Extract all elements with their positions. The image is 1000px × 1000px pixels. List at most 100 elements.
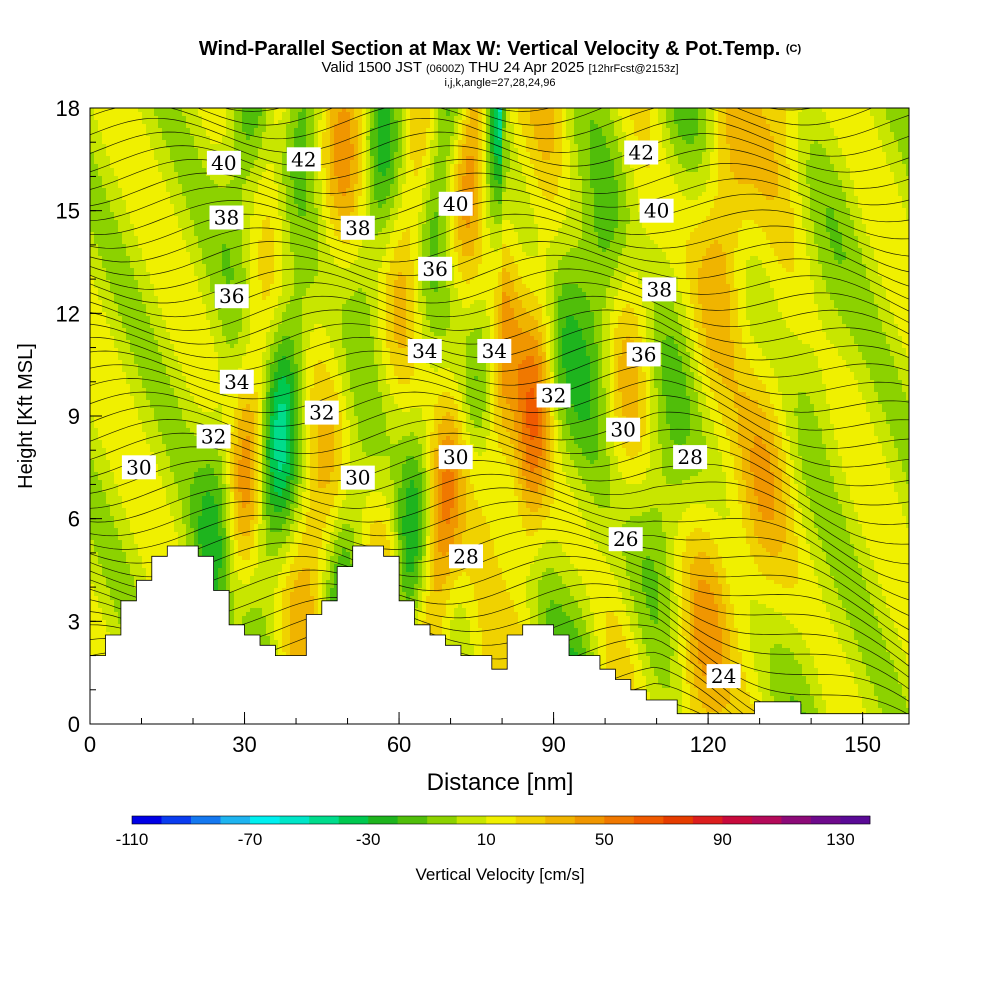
colorbar: -110 -70 -30 10 50 90 130 [116, 816, 871, 849]
theta-label-text: 30 [610, 418, 635, 442]
theta-label: 30 [341, 466, 375, 490]
theta-label-text: 38 [214, 206, 239, 230]
theta-label-text: 30 [443, 445, 468, 469]
colorbar-swatch [575, 816, 605, 824]
theta-label: 38 [210, 206, 244, 230]
x-tick-label: 150 [844, 732, 881, 757]
theta-label-text: 38 [345, 216, 370, 240]
colorbar-tick-label: -110 [116, 830, 149, 849]
theta-label-text: 34 [412, 339, 437, 363]
theta-label-text: 40 [644, 199, 669, 223]
x-tick-label: 60 [387, 732, 411, 757]
colorbar-swatch [781, 816, 811, 824]
theta-label: 42 [287, 147, 321, 171]
theta-label-text: 30 [345, 466, 370, 490]
theta-label-text: 34 [482, 339, 507, 363]
colorbar-tick-label: 90 [713, 830, 732, 849]
theta-label: 38 [642, 277, 676, 301]
colorbar-swatch [516, 816, 546, 824]
colorbar-swatch [663, 816, 693, 824]
x-tick-label: 120 [690, 732, 727, 757]
colorbar-swatch [132, 816, 162, 824]
colorbar-swatch [250, 816, 280, 824]
x-tick-label: 0 [84, 732, 96, 757]
y-tick-label: 12 [56, 301, 80, 326]
theta-label: 24 [707, 664, 741, 688]
colorbar-swatch [280, 816, 310, 824]
theta-label: 32 [537, 384, 571, 408]
theta-label: 42 [624, 141, 658, 165]
theta-label: 34 [477, 339, 511, 363]
colorbar-swatch [811, 816, 841, 824]
colorbar-swatch [840, 816, 870, 824]
y-tick-label: 18 [56, 96, 80, 121]
colorbar-swatch [221, 816, 251, 824]
theta-label: 36 [627, 342, 661, 366]
theta-label-text: 36 [422, 257, 447, 281]
theta-label-text: 28 [677, 445, 702, 469]
colorbar-swatch [457, 816, 487, 824]
colorbar-swatch [486, 816, 516, 824]
colorbar-swatch [368, 816, 398, 824]
theta-label-text: 32 [201, 425, 226, 449]
y-tick-label: 6 [68, 507, 80, 532]
colorbar-swatch [545, 816, 575, 824]
theta-label-text: 36 [219, 284, 244, 308]
theta-label-text: 28 [453, 544, 478, 568]
colorbar-tick-label: 10 [477, 830, 496, 849]
theta-label-text: 40 [443, 192, 468, 216]
theta-label: 30 [606, 418, 640, 442]
colorbar-swatch [752, 816, 782, 824]
theta-label: 40 [207, 151, 241, 175]
theta-label: 28 [673, 445, 707, 469]
colorbar-swatch [191, 816, 221, 824]
colorbar-swatch [693, 816, 723, 824]
theta-label: 32 [197, 425, 231, 449]
theta-label: 26 [609, 527, 643, 551]
theta-label-text: 32 [309, 401, 334, 425]
colorbar-swatch [162, 816, 192, 824]
colorbar-swatch [634, 816, 664, 824]
theta-label-text: 42 [628, 141, 653, 165]
y-tick-label: 9 [68, 404, 80, 429]
theta-label: 30 [122, 455, 156, 479]
theta-label: 36 [418, 257, 452, 281]
theta-label: 30 [439, 445, 473, 469]
colorbar-tick-label: -70 [238, 830, 263, 849]
theta-label-text: 36 [631, 342, 656, 366]
theta-label-text: 32 [541, 384, 566, 408]
theta-label: 40 [439, 192, 473, 216]
colorbar-swatch [398, 816, 428, 824]
cross-section-chart: 40 423836343230383230403634 34302832424038… [0, 0, 1000, 1000]
y-tick-label: 0 [68, 712, 80, 737]
y-tick-label: 3 [68, 609, 80, 634]
theta-label: 34 [408, 339, 442, 363]
colorbar-swatch [309, 816, 339, 824]
theta-label: 40 [640, 199, 674, 223]
theta-label-text: 24 [711, 664, 736, 688]
colorbar-swatch [604, 816, 634, 824]
theta-label-text: 34 [224, 370, 249, 394]
colorbar-tick-label: 130 [826, 830, 854, 849]
theta-label: 34 [220, 370, 254, 394]
colorbar-tick-label: 50 [595, 830, 614, 849]
x-tick-label: 30 [232, 732, 256, 757]
colorbar-tick-label: -30 [356, 830, 381, 849]
theta-label: 36 [215, 284, 249, 308]
colorbar-label: Vertical Velocity [cm/s] [415, 865, 584, 884]
theta-label-text: 38 [646, 277, 671, 301]
theta-label: 32 [305, 401, 339, 425]
x-tick-label: 90 [541, 732, 565, 757]
x-axis-label: Distance [nm] [427, 769, 574, 796]
y-tick-label: 15 [56, 199, 80, 224]
theta-label-text: 26 [613, 527, 638, 551]
theta-label-text: 40 [211, 151, 236, 175]
theta-label: 28 [449, 544, 483, 568]
theta-label-text: 30 [126, 455, 151, 479]
theta-label-text: 42 [291, 147, 316, 171]
theta-label: 38 [341, 216, 375, 240]
colorbar-swatch [339, 816, 369, 824]
y-axis-label: Height [Kft MSL] [15, 343, 37, 489]
colorbar-swatch [427, 816, 457, 824]
colorbar-swatch [722, 816, 752, 824]
